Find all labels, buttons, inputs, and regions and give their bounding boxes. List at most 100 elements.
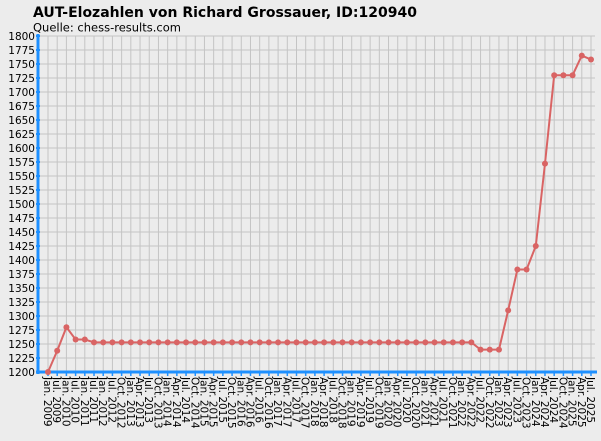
x-tick-label: Jul. 2012 [105,376,117,423]
x-tick-label: Apr. 2013 [133,377,145,428]
data-point [523,266,530,273]
x-tick-label: Jul. 2024 [547,376,559,423]
data-point [100,339,107,346]
data-point [81,336,88,343]
data-point [385,339,392,346]
data-point [210,339,217,346]
data-point [468,339,475,346]
y-tick-label: 1275 [8,325,35,337]
x-tick-label: Oct. 2015 [225,377,237,429]
x-tick-label: Jul. 2009 [50,376,62,423]
data-point [201,339,208,346]
y-tick-label: 1625 [8,129,35,141]
data-point [588,56,594,63]
y-tick-label: 1400 [8,255,35,267]
x-tick-label: Jul. 2014 [179,376,191,423]
y-tick-label: 1550 [8,171,35,183]
x-tick-label: Jan. 2017 [271,376,283,427]
data-point [569,72,576,79]
x-tick-label: Jan. 2019 [345,376,357,427]
x-tick-label: Oct. 2020 [409,377,421,429]
x-tick-label: Jul. 2016 [253,376,265,423]
data-point [394,339,401,346]
data-point [164,339,171,346]
x-tick-label: Apr. 2020 [391,377,403,428]
x-tick-label: Jul. 2010 [69,376,81,423]
data-point [311,339,318,346]
y-tick-label: 1800 [8,31,35,43]
data-point [477,346,484,353]
y-tick-label: 1450 [8,227,35,239]
data-point [532,243,539,249]
x-tick-label: Apr. 2019 [354,377,366,428]
x-tick-label: Jan. 2010 [59,376,71,427]
data-point [109,339,116,346]
data-point [137,339,144,346]
x-tick-label: Oct. 2022 [483,377,495,429]
data-point [431,339,438,346]
y-tick-label: 1675 [8,101,35,113]
x-tick-label: Jan. 2022 [455,376,467,427]
data-point [413,339,420,346]
x-tick-label: Apr. 2021 [428,377,440,428]
x-tick-label: Apr. 2018 [317,377,329,428]
data-point [146,339,153,346]
x-tick-label: Jan. 2014 [161,376,173,427]
data-point [72,336,79,343]
data-point [459,339,466,346]
x-tick-label: Jan. 2021 [418,376,430,427]
data-point [45,369,51,375]
data-point [247,339,254,346]
data-point [578,52,585,59]
x-tick-label: Jul. 2018 [326,376,338,423]
data-point [219,339,226,346]
y-tick-label: 1325 [8,297,35,309]
x-tick-label: Jan. 2023 [492,376,504,427]
x-tick-label: Jan. 2020 [382,376,394,427]
x-tick-label: Jan. 2009 [41,376,53,427]
data-point [541,160,548,167]
x-tick-label: Apr. 2024 [538,377,550,428]
chart-title: AUT-Elozahlen von Richard Grossauer, ID:… [33,5,417,21]
x-tick-label: Jan. 2015 [197,376,209,427]
data-point [422,339,429,346]
data-point [265,339,272,346]
y-tick-label: 1725 [8,73,35,85]
x-tick-label: Apr. 2023 [501,377,513,428]
x-tick-label: Jan. 2024 [529,376,541,427]
x-tick-label: Oct. 2024 [556,377,568,429]
x-tick-label: Jul. 2013 [142,376,154,423]
data-point [256,339,263,346]
x-tick-label: Oct. 2021 [446,377,458,429]
data-point [284,339,291,346]
x-tick-label: Oct. 2013 [151,377,163,429]
data-point [54,347,61,354]
x-tick-label: Jul. 2011 [87,376,99,423]
x-tick-label: Jan. 2011 [78,376,90,427]
data-point [229,339,236,346]
data-point [449,339,456,346]
x-tick-label: Apr. 2017 [280,377,292,428]
x-tick-label: Apr. 2014 [170,377,182,428]
data-point [238,339,245,346]
x-tick-label: Oct. 2016 [262,377,274,429]
data-point [440,339,447,346]
data-point [302,339,309,346]
data-point [505,307,512,314]
x-tick-label: Oct. 2014 [188,377,200,429]
x-tick-label: Apr. 2015 [207,377,219,428]
x-tick-label: Jan. 2012 [96,376,108,427]
chart-subtitle: Quelle: chess-results.com [33,21,181,35]
x-tick-label: Jan. 2025 [566,376,578,427]
x-tick-label: Oct. 2019 [372,377,384,429]
x-tick-label: Jul. 2019 [363,376,375,423]
x-tick-label: Oct. 2012 [115,377,127,429]
y-tick-label: 1650 [8,115,35,127]
y-tick-label: 1700 [8,87,35,99]
y-tick-label: 1500 [8,199,35,211]
data-point [192,339,199,346]
data-point [91,339,98,346]
y-tick-label: 1375 [8,269,35,281]
data-point [357,339,364,346]
